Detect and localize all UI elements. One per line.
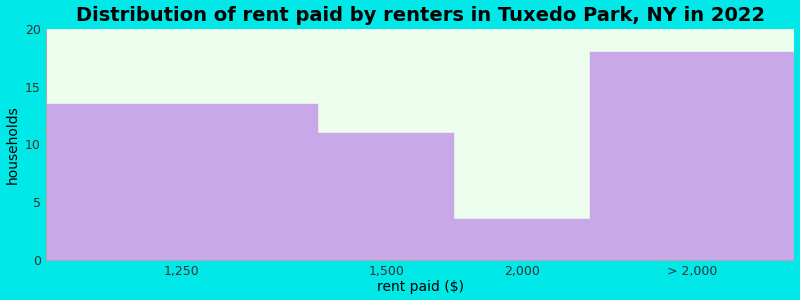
Bar [590, 52, 794, 260]
Bar [318, 133, 454, 260]
Y-axis label: households: households [6, 105, 19, 184]
Bar [454, 219, 590, 260]
Bar [46, 104, 318, 260]
X-axis label: rent paid ($): rent paid ($) [377, 280, 464, 294]
Title: Distribution of rent paid by renters in Tuxedo Park, NY in 2022: Distribution of rent paid by renters in … [75, 6, 765, 25]
